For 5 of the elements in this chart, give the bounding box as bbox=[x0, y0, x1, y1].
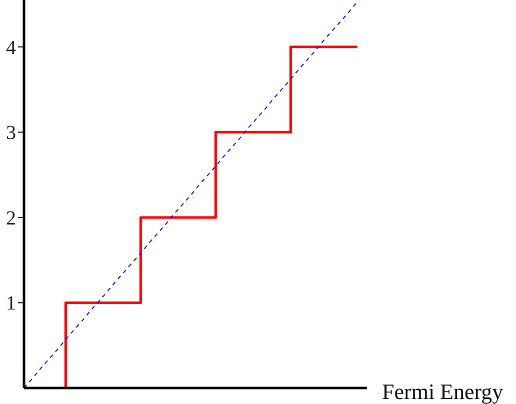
x-axis-title: Fermi Energy bbox=[382, 379, 504, 404]
y-tick-label: 1 bbox=[6, 292, 16, 315]
y-tick-label: 3 bbox=[6, 122, 16, 144]
y-tick-label: 4 bbox=[6, 36, 16, 59]
y-tick-label: 2 bbox=[6, 207, 16, 230]
